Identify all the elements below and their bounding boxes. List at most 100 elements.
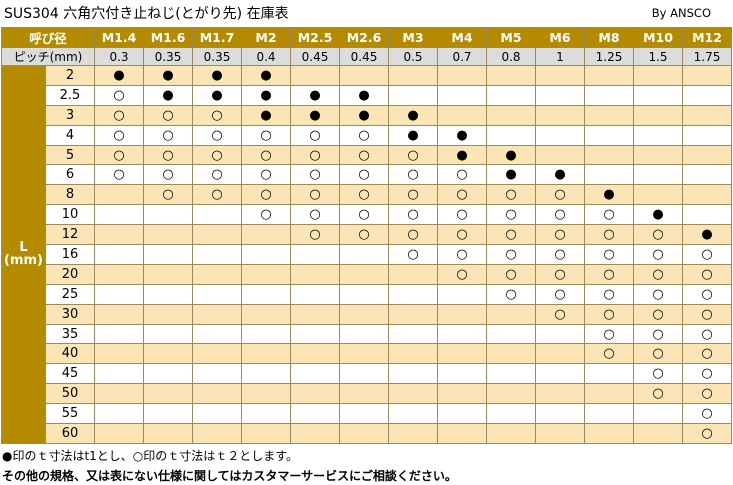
pitch-cell: 1.75 xyxy=(682,47,732,66)
stock-cell-empty xyxy=(241,423,291,444)
stock-mark-open: ○ xyxy=(535,303,585,325)
table-row: 40 ○ ○ ○ xyxy=(2,343,732,365)
stock-mark-filled: ● xyxy=(437,124,487,146)
stock-mark-open: ○ xyxy=(143,124,193,146)
stock-mark-open: ○ xyxy=(192,184,242,206)
stock-cell-empty xyxy=(339,423,389,444)
stock-cell-empty xyxy=(143,423,193,444)
stock-mark-open: ○ xyxy=(388,184,438,206)
footnote-tolerance: ●印のｔ寸法はt1とし、○印のｔ寸法はｔ２とします。 xyxy=(2,449,299,463)
stock-mark-open: ○ xyxy=(535,263,585,285)
table-row: 50 ○ ○ xyxy=(2,383,732,405)
stock-mark-open: ○ xyxy=(388,204,438,226)
stock-cell-empty xyxy=(535,383,585,405)
stock-cell-empty xyxy=(535,403,585,425)
stock-mark-open: ○ xyxy=(241,144,291,166)
stock-cell-empty xyxy=(143,383,193,405)
pitch-cell: 0.35 xyxy=(192,47,242,66)
stock-cell-empty xyxy=(535,84,585,106)
stock-mark-filled: ● xyxy=(192,84,242,106)
stock-mark-open: ○ xyxy=(437,184,487,206)
stock-cell-empty xyxy=(290,303,340,325)
stock-mark-open: ○ xyxy=(388,224,438,246)
size-header-cell: M1.7 xyxy=(192,27,242,48)
stock-mark-open: ○ xyxy=(437,164,487,186)
size-header-cell: M2.6 xyxy=(339,27,389,48)
stock-cell-empty xyxy=(486,84,536,106)
stock-cell-empty xyxy=(486,403,536,425)
stock-cell-empty xyxy=(192,263,242,285)
stock-mark-filled: ● xyxy=(192,65,242,86)
stock-mark-filled: ● xyxy=(290,104,340,126)
stock-cell-empty xyxy=(682,144,732,166)
size-header-cell: M5 xyxy=(486,27,536,48)
stock-cell-empty xyxy=(388,343,438,365)
stock-cell-empty xyxy=(290,244,340,265)
length-cell: 3 xyxy=(45,104,95,126)
stock-mark-filled: ● xyxy=(143,84,193,106)
stock-cell-empty xyxy=(94,343,144,365)
length-cell: 55 xyxy=(45,403,95,425)
stock-mark-open: ○ xyxy=(682,363,732,385)
stock-mark-open: ○ xyxy=(192,164,242,186)
stock-cell-empty xyxy=(535,363,585,385)
pitch-cell: 0.4 xyxy=(241,47,291,66)
pitch-cell: 1.5 xyxy=(633,47,683,66)
stock-mark-open: ○ xyxy=(290,184,340,206)
length-cell: 5 xyxy=(45,144,95,166)
stock-mark-filled: ● xyxy=(486,144,536,166)
length-cell: 6 xyxy=(45,164,95,186)
stock-mark-open: ○ xyxy=(437,224,487,246)
stock-cell-empty xyxy=(143,343,193,365)
stock-mark-open: ○ xyxy=(339,204,389,226)
stock-cell-empty xyxy=(143,263,193,285)
stock-mark-open: ○ xyxy=(584,303,634,325)
stock-cell-empty xyxy=(682,84,732,106)
stock-cell-empty xyxy=(192,323,242,345)
stock-cell-empty xyxy=(94,363,144,385)
stock-mark-open: ○ xyxy=(94,104,144,126)
stock-cell-empty xyxy=(192,403,242,425)
stock-cell-empty xyxy=(486,104,536,126)
pitch-cell: 0.45 xyxy=(290,47,340,66)
size-header-cell: M12 xyxy=(682,27,732,48)
stock-mark-filled: ● xyxy=(388,124,438,146)
stock-mark-open: ○ xyxy=(682,423,732,444)
table-row: 12 ○ ○ ○ ○ ○ ○ ○ ○ ● xyxy=(2,224,732,246)
stock-mark-open: ○ xyxy=(437,263,487,285)
size-header-cell: M1.4 xyxy=(94,27,144,48)
stock-cell-empty xyxy=(339,363,389,385)
table-row: 10 ○ ○ ○ ○ ○ ○ ○ ○ ● xyxy=(2,204,732,226)
stock-mark-open: ○ xyxy=(94,164,144,186)
stock-cell-empty xyxy=(584,65,634,86)
stock-cell-empty xyxy=(339,65,389,86)
stock-cell-empty xyxy=(388,84,438,106)
stock-cell-empty xyxy=(339,323,389,345)
stock-mark-filled: ● xyxy=(94,65,144,86)
length-cell: 4 xyxy=(45,124,95,146)
stock-cell-empty xyxy=(535,65,585,86)
stock-mark-open: ○ xyxy=(486,263,536,285)
stock-cell-empty xyxy=(682,204,732,226)
size-header-label: 呼び径 xyxy=(1,27,95,48)
stock-mark-filled: ● xyxy=(486,164,536,186)
stock-mark-open: ○ xyxy=(143,104,193,126)
stock-cell-empty xyxy=(388,363,438,385)
table-row: 45 ○ ○ xyxy=(2,363,732,385)
stock-mark-open: ○ xyxy=(535,283,585,305)
stock-cell-empty xyxy=(339,244,389,265)
stock-cell-empty xyxy=(388,65,438,86)
stock-cell-empty xyxy=(437,363,487,385)
stock-mark-open: ○ xyxy=(633,244,683,265)
stock-cell-empty xyxy=(437,283,487,305)
stock-cell-empty xyxy=(94,403,144,425)
stock-cell-empty xyxy=(437,383,487,405)
stock-cell-empty xyxy=(388,323,438,345)
length-cell: 16 xyxy=(45,244,95,265)
stock-cell-empty xyxy=(290,363,340,385)
stock-cell-empty xyxy=(94,323,144,345)
stock-cell-empty xyxy=(486,363,536,385)
stock-cell-empty xyxy=(241,244,291,265)
stock-cell-empty xyxy=(241,323,291,345)
